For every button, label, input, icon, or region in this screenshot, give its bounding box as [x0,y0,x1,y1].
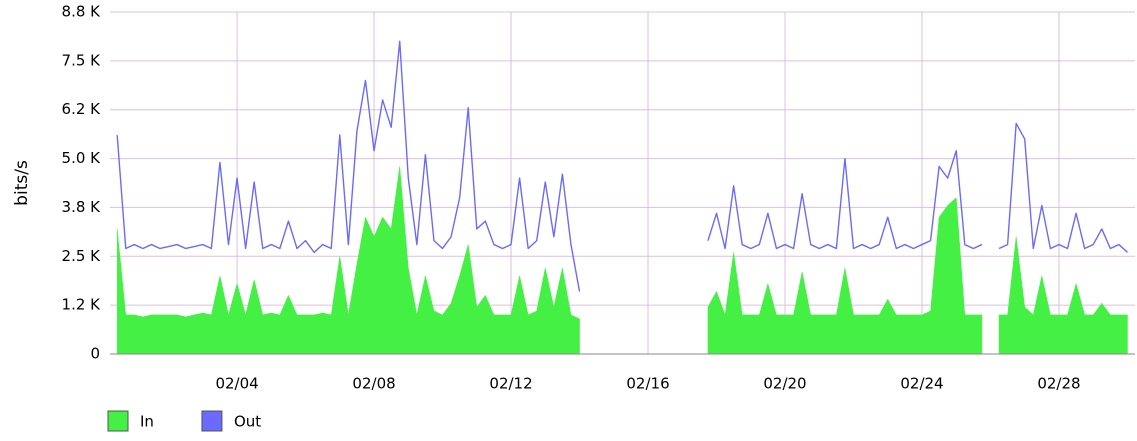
line [116,40,1128,292]
y-tick-label: 0 [90,345,100,363]
y-tick-label: 6.2 K [62,100,102,118]
legend-label: Out [234,413,261,431]
y-tick-label: 1.2 K [62,296,102,314]
x-tick-label: 02/08 [352,375,395,393]
x-tick-label: 02/24 [900,375,943,393]
y-tick-label: 5.0 K [62,149,102,167]
x-tick-label: 02/04 [215,375,258,393]
x-tick-label: 02/12 [489,375,532,393]
y-tick-label: 2.5 K [62,247,102,265]
y-tick-label: 8.8 K [62,3,102,21]
y-tick-label: 7.5 K [62,51,102,69]
legend-label: In [140,413,154,431]
area [116,166,1128,355]
y-tick-label: 3.8 K [62,198,102,216]
legend-swatch [201,410,223,432]
x-tick-label: 02/28 [1037,375,1080,393]
legend-swatch [107,410,129,432]
y-axis-label: bits/s [12,160,32,206]
x-tick-label: 02/16 [626,375,669,393]
x-tick-label: 02/20 [763,375,806,393]
